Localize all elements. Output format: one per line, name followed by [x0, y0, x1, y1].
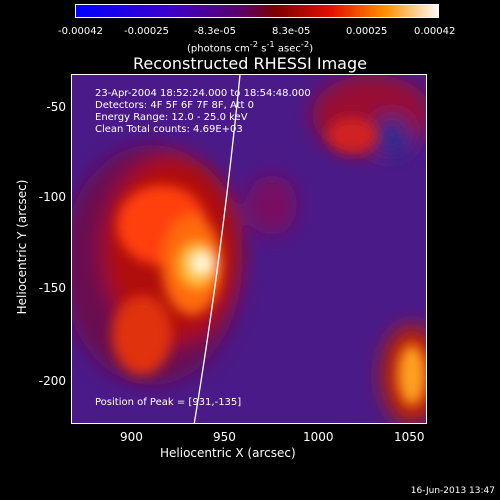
units-exp: -1	[266, 39, 275, 49]
y-tick-label: -100	[38, 190, 66, 204]
colorbar-units: (photons cm-2 s-1 asec-2)	[187, 39, 313, 54]
units-text: asec	[274, 43, 301, 55]
rhessi-image	[72, 75, 426, 423]
units-text: (photons cm	[187, 43, 250, 55]
solar-limb	[193, 75, 241, 423]
colorbar-tick-label: 0.00042	[414, 26, 456, 37]
info-time: 23-Apr-2004 18:52:24.000 to 18:54:48.000	[95, 88, 311, 99]
plot-timestamp: 16-Jun-2013 13:47	[410, 486, 495, 496]
units-text: s	[258, 43, 267, 55]
y-tick-label: -150	[38, 281, 66, 295]
x-tick-label: 950	[213, 430, 236, 444]
y-axis-label: Heliocentric Y (arcsec)	[15, 179, 29, 315]
y-tick-label: -200	[38, 374, 66, 388]
info-energy: Energy Range: 12.0 - 25.0 keV	[95, 112, 248, 123]
colorbar-tick-label: -0.00042	[58, 26, 103, 37]
image-title: Reconstructed RHESSI Image	[133, 54, 367, 73]
x-tick-label: 900	[120, 430, 143, 444]
colorbar-tick-label: -8.3e-05	[194, 26, 236, 37]
x-axis-label: Heliocentric X (arcsec)	[160, 446, 296, 460]
colorbar-tick-label: 8.3e-05	[272, 26, 311, 37]
info-detectors: Detectors: 4F 5F 6F 7F 8F, Att 0	[95, 100, 255, 111]
x-tick-label: 1000	[303, 430, 334, 444]
colorbar-tick-label: -0.00025	[124, 26, 169, 37]
x-tick-label: 1050	[394, 430, 425, 444]
colorbar-tick-label: 0.00025	[346, 26, 388, 37]
y-tick-label: -50	[46, 100, 66, 114]
units-text: )	[309, 43, 314, 55]
peak-position: Position of Peak = [931,-135]	[95, 397, 242, 408]
units-exp: -2	[249, 39, 259, 49]
colorbar	[75, 4, 439, 18]
info-counts: Clean Total counts: 4.69E+03	[95, 124, 243, 135]
image-plot	[71, 74, 427, 424]
units-exp: -2	[300, 39, 310, 49]
